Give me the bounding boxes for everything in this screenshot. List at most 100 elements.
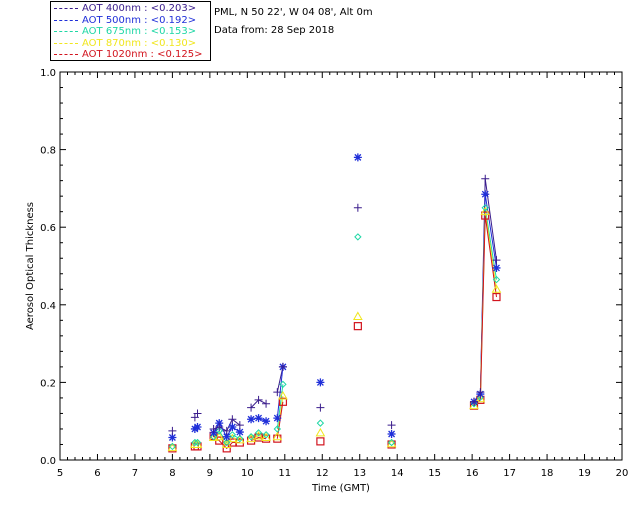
x-tick-label: 15 [428, 468, 441, 479]
legend-swatch [54, 19, 78, 21]
data-point [191, 438, 199, 447]
x-tick-label: 17 [503, 468, 516, 479]
data-point [247, 433, 255, 441]
data-point [254, 429, 263, 437]
data-point [316, 419, 325, 427]
data-point [354, 233, 362, 241]
data-point [316, 437, 325, 446]
legend: AOT 400nm : <0.203> AOT 500nm : <0.192> AO… [50, 1, 211, 61]
data-point [278, 362, 287, 371]
data-point [215, 423, 224, 432]
data-point [316, 378, 325, 387]
data-point [353, 203, 362, 212]
legend-label: AOT 500nm : <0.192> [82, 14, 197, 26]
data-point [492, 292, 501, 302]
data-point [481, 211, 490, 220]
y-tick-label: 0.0 [40, 456, 56, 467]
data-point [316, 403, 325, 412]
x-tick-label: 7 [132, 468, 138, 479]
legend-item: AOT 500nm : <0.192> [52, 15, 210, 27]
data-point [247, 403, 256, 412]
x-tick-label: 19 [578, 468, 591, 479]
station-info: PML, N 50 22', W 04 08', Alt 0m [214, 7, 373, 18]
data-point [481, 204, 489, 212]
data-point [247, 415, 256, 424]
legend-swatch [54, 8, 78, 9]
data-point [273, 425, 282, 433]
data-point [222, 426, 231, 435]
data-point [228, 415, 237, 424]
data-point [273, 388, 282, 397]
data-point [261, 432, 271, 441]
legend-swatch [54, 42, 78, 44]
data-point [353, 322, 362, 331]
date-info: Data from: 28 Sep 2018 [214, 25, 335, 36]
data-point [208, 432, 219, 441]
y-tick-label: 0.8 [40, 146, 56, 157]
data-point [223, 438, 231, 447]
data-point [492, 275, 501, 284]
data-point [470, 400, 478, 408]
x-tick-label: 9 [207, 468, 213, 479]
data-point [492, 256, 501, 265]
data-point [470, 397, 479, 406]
data-point [480, 206, 491, 216]
data-point [215, 427, 223, 435]
x-tick-label: 20 [616, 468, 629, 479]
y-tick-label: 1.0 [40, 68, 56, 79]
data-point [168, 442, 177, 451]
y-tick-label: 0.4 [40, 301, 56, 312]
legend-item: AOT 675nm : <0.153> [52, 26, 210, 38]
data-point [278, 390, 288, 400]
data-point [387, 438, 396, 447]
data-point [209, 424, 218, 433]
data-point [168, 444, 177, 453]
data-point [262, 431, 270, 439]
x-tick-label: 10 [241, 468, 254, 479]
data-point [481, 174, 490, 183]
data-point [476, 388, 485, 397]
x-tick-label: 18 [541, 468, 554, 479]
data-point [492, 263, 501, 272]
data-point [491, 284, 502, 293]
y-tick-label: 0.6 [40, 223, 56, 234]
data-point [228, 423, 237, 432]
legend-item: AOT 400nm : <0.203> [52, 3, 210, 15]
data-point [235, 421, 244, 430]
series-line [473, 211, 497, 407]
data-point [222, 432, 231, 441]
data-point [193, 409, 202, 418]
data-point [272, 431, 283, 441]
data-point [227, 433, 238, 443]
y-axis-label: Aerosol Optical Thickness [25, 202, 36, 330]
data-point [235, 428, 244, 437]
data-point [279, 380, 287, 389]
data-point [387, 430, 396, 439]
data-point [193, 438, 202, 447]
data-point [387, 421, 396, 430]
data-point [387, 440, 396, 449]
legend-label: AOT 1020nm : <0.125> [82, 49, 203, 61]
data-point [273, 414, 282, 423]
legend-label: AOT 400nm : <0.203> [82, 3, 197, 14]
legend-swatch [54, 54, 78, 56]
x-axis-label: Time (GMT) [311, 483, 370, 494]
x-tick-label: 11 [278, 468, 291, 479]
x-tick-label: 13 [353, 468, 366, 479]
data-point [278, 397, 288, 406]
data-point [168, 433, 177, 442]
y-tick-label: 0.2 [40, 378, 56, 389]
data-point [193, 423, 202, 432]
data-point [262, 399, 271, 408]
data-point [228, 431, 237, 439]
x-tick-label: 16 [466, 468, 479, 479]
series-line [276, 384, 284, 430]
data-point [352, 311, 363, 320]
data-point [214, 431, 225, 441]
data-point [254, 395, 263, 404]
legend-label: AOT 675nm : <0.153> [82, 26, 197, 38]
legend-label: AOT 870nm : <0.130> [82, 37, 197, 49]
x-tick-label: 5 [57, 468, 63, 479]
legend-item: AOT 870nm : <0.130> [52, 38, 210, 50]
